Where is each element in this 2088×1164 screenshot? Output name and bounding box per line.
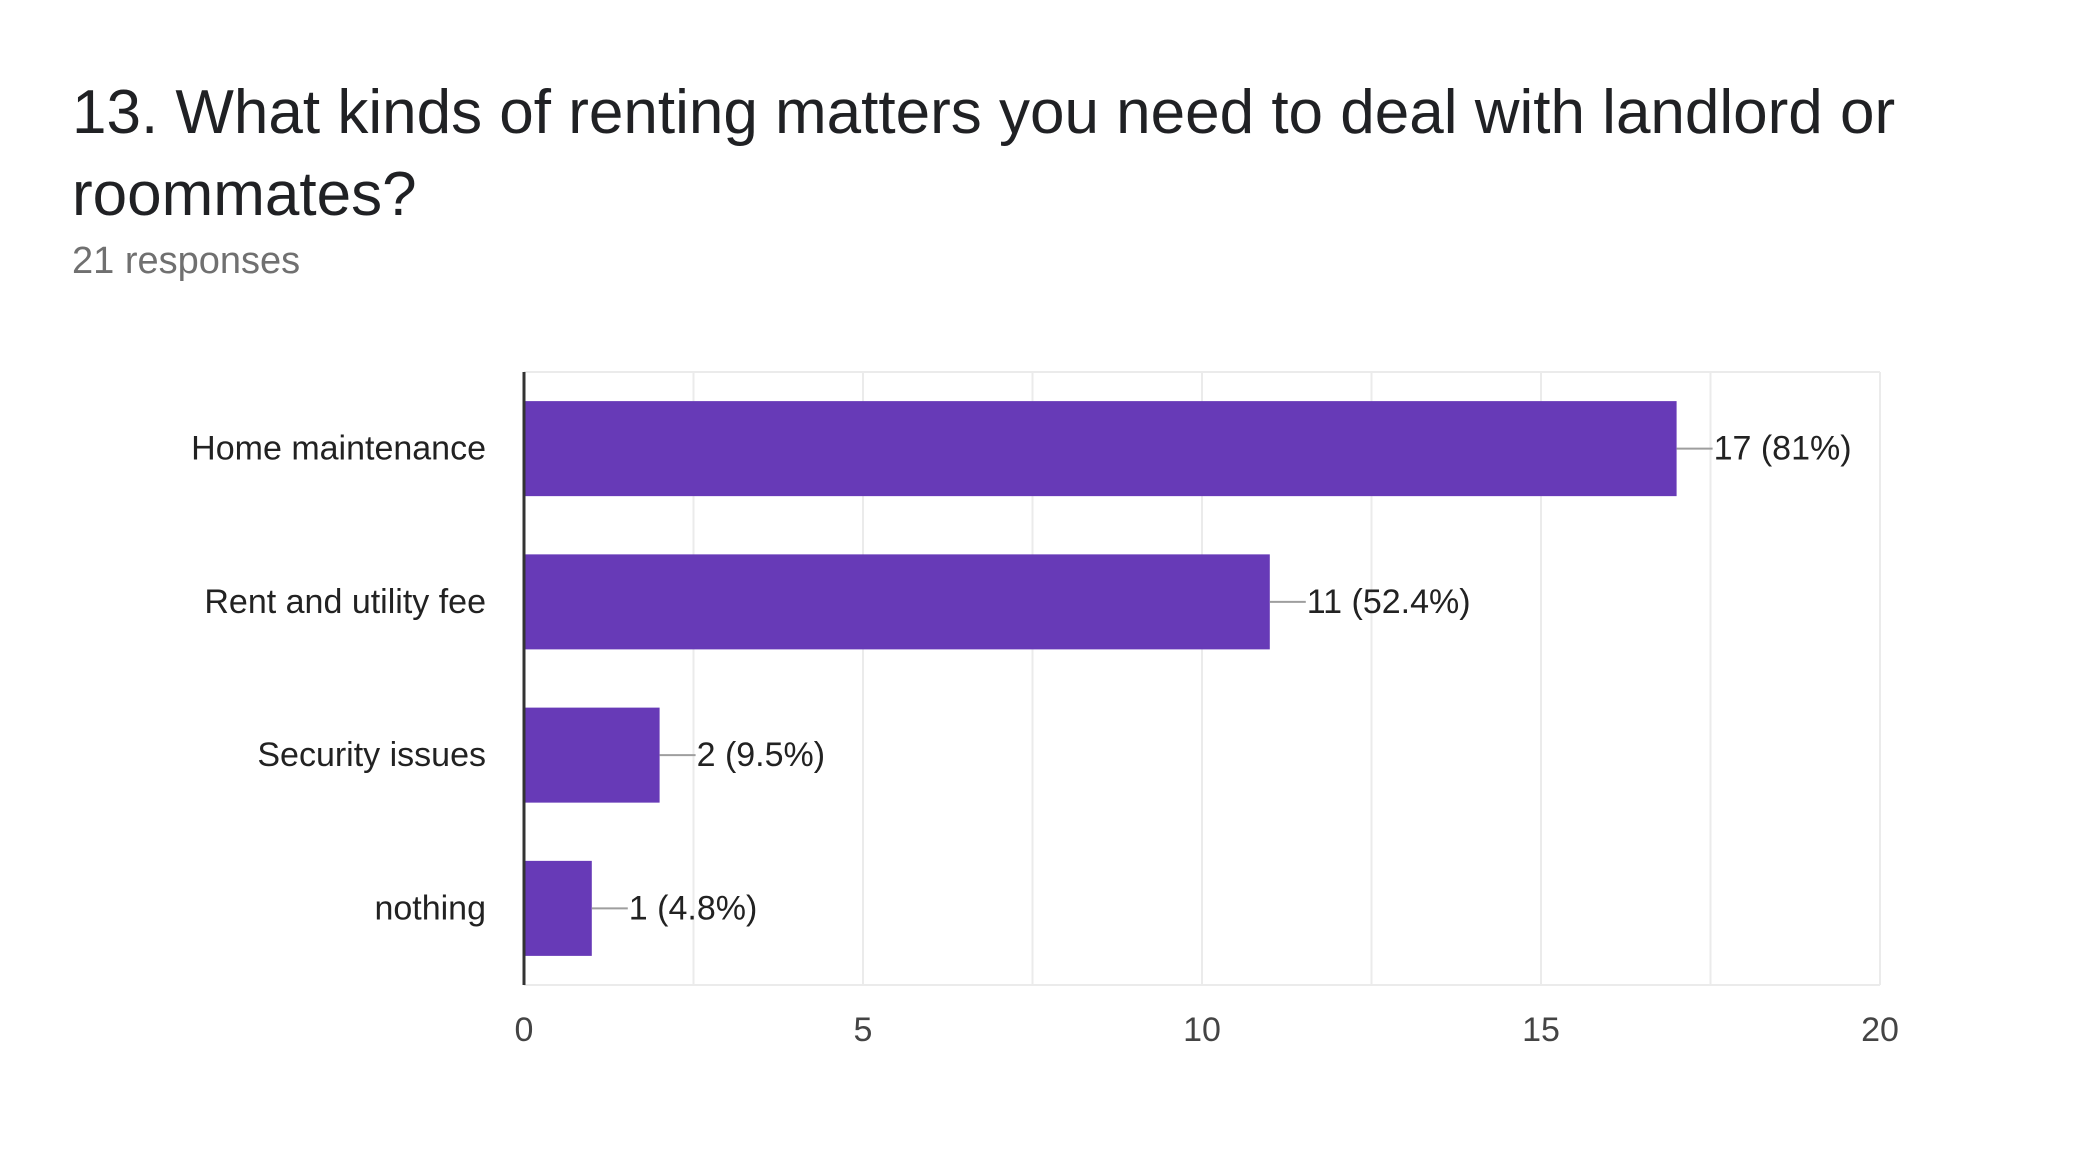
category-label: nothing	[374, 889, 486, 927]
category-label: Home maintenance	[191, 430, 486, 468]
bars	[522, 372, 1677, 985]
data-label: 11 (52.4%)	[1307, 583, 1471, 621]
labels: Home maintenance 17 (81%) Rent and utility…	[191, 430, 1899, 1049]
bar	[524, 554, 1270, 650]
data-label: 1 (4.8%)	[629, 889, 758, 927]
bar	[524, 707, 660, 803]
category-label: Rent and utility fee	[204, 583, 486, 621]
bar	[524, 860, 592, 956]
page-title: 13. What kinds of renting matters you ne…	[72, 78, 1896, 229]
data-label: 17 (81%)	[1714, 430, 1852, 468]
x-tick-label: 0	[515, 1011, 534, 1049]
category-label: Security issues	[257, 736, 486, 774]
data-label: 2 (9.5%)	[697, 736, 826, 774]
x-tick-label: 20	[1861, 1011, 1899, 1049]
x-tick-label: 15	[1522, 1011, 1560, 1049]
x-tick-label: 5	[854, 1011, 873, 1049]
bar	[524, 401, 1677, 497]
x-tick-label: 10	[1183, 1011, 1221, 1049]
response-count: 21 responses	[72, 240, 301, 282]
